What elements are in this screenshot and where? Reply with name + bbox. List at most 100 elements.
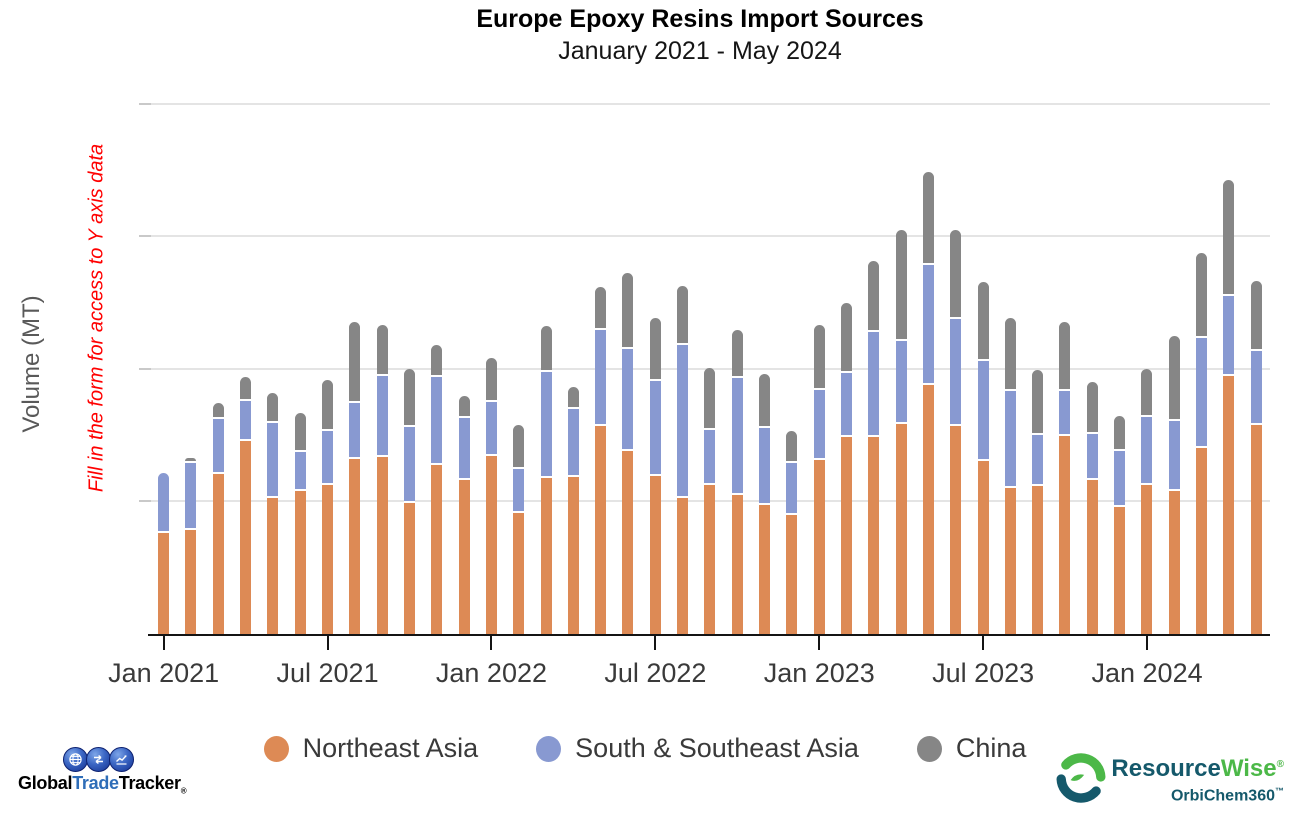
x-axis-line xyxy=(148,634,1270,636)
northeast-asia-segment xyxy=(158,531,170,635)
bar-slot xyxy=(587,95,614,635)
gridline xyxy=(143,235,1270,237)
gridline xyxy=(143,103,1270,105)
bar-mar-2024 xyxy=(1196,253,1208,635)
northeast-asia-segment xyxy=(677,496,689,635)
northeast-asia-segment xyxy=(403,501,415,635)
northeast-asia-segment xyxy=(349,457,361,635)
bar-slot xyxy=(778,95,805,635)
south-southeast-asia-segment xyxy=(158,473,170,531)
northeast-asia-segment xyxy=(240,439,252,635)
bar-aug-2021 xyxy=(349,322,361,635)
bar-may-2021 xyxy=(267,393,279,635)
bar-slot xyxy=(287,95,314,635)
northeast-asia-segment xyxy=(458,478,470,635)
bar-slot xyxy=(833,95,860,635)
china-segment xyxy=(267,393,279,421)
south-southeast-asia-segment xyxy=(376,374,388,455)
bar-slot xyxy=(1106,95,1133,635)
china-segment xyxy=(540,326,552,370)
bar-jun-2023 xyxy=(950,230,962,635)
south-southeast-asia-segment xyxy=(513,467,525,511)
bar-jan-2021 xyxy=(158,473,170,635)
x-axis-label-jul-2021: Jul 2021 xyxy=(276,658,379,688)
china-segment xyxy=(212,403,224,417)
bar-nov-2021 xyxy=(431,345,443,635)
legend-label: China xyxy=(955,733,1027,763)
bar-may-2022 xyxy=(595,287,607,635)
china-segment xyxy=(868,261,880,330)
gtt-registered-mark: ® xyxy=(180,786,187,796)
bars-container xyxy=(150,95,1270,635)
northeast-asia-segment xyxy=(376,455,388,635)
x-axis-tick xyxy=(490,636,493,650)
x-axis-label-jan-2024: Jan 2024 xyxy=(1091,658,1203,688)
x-axis-label-jul-2022: Jul 2022 xyxy=(604,658,707,688)
rw-product-text: OrbiChem360 xyxy=(1170,787,1275,805)
china-segment xyxy=(1032,370,1044,433)
bar-jan-2024 xyxy=(1141,369,1153,635)
bar-nov-2023 xyxy=(1086,382,1098,635)
south-southeast-asia-segment xyxy=(922,263,934,383)
trade-arrows-icon xyxy=(85,747,111,772)
rw-wise-text: Wise xyxy=(1220,755,1277,782)
bar-slot xyxy=(806,95,833,635)
bar-slot xyxy=(1215,95,1242,635)
china-segment xyxy=(759,374,771,426)
bar-apr-2024 xyxy=(1223,180,1235,635)
bar-slot xyxy=(997,95,1024,635)
northeast-asia-segment xyxy=(622,449,634,635)
china-segment xyxy=(622,273,634,347)
northeast-asia-segment xyxy=(1250,423,1262,635)
bar-slot xyxy=(532,95,559,635)
bar-sep-2022 xyxy=(704,368,716,635)
rw-registered-mark: ® xyxy=(1276,759,1284,770)
bar-slot xyxy=(259,95,286,635)
rw-resource-text: Resource xyxy=(1111,755,1221,782)
south-southeast-asia-segment xyxy=(1059,389,1071,434)
south-southeast-asia-segment xyxy=(567,407,579,475)
northeast-asia-segment xyxy=(868,435,880,635)
bar-jul-2021 xyxy=(322,380,334,635)
bar-slot xyxy=(205,95,232,635)
south-southeast-asia-segment xyxy=(1168,419,1180,489)
south-southeast-asia-segment xyxy=(731,376,743,493)
south-southeast-asia-segment xyxy=(322,429,334,483)
south-southeast-asia-segment xyxy=(540,370,552,476)
bar-slot xyxy=(696,95,723,635)
south-southeast-asia-segment xyxy=(786,461,798,513)
china-segment xyxy=(813,325,825,388)
bar-jul-2022 xyxy=(649,318,661,635)
bar-feb-2021 xyxy=(185,458,197,635)
globaltradetracker-icon xyxy=(18,747,178,772)
x-axis-label-jan-2022: Jan 2022 xyxy=(435,658,548,688)
bar-sep-2021 xyxy=(376,325,388,635)
china-segment xyxy=(731,330,743,376)
bar-slot xyxy=(150,95,177,635)
resourcewise-logo: ResourceWise® OrbiChem360™ xyxy=(1056,752,1284,805)
bar-slot xyxy=(396,95,423,635)
bar-slot xyxy=(369,95,396,635)
south-southeast-asia-segment xyxy=(1032,433,1044,484)
legend-label: Northeast Asia xyxy=(302,733,479,763)
south-southeast-asia-segment xyxy=(403,425,415,501)
bar-mar-2023 xyxy=(868,261,880,635)
bar-slot xyxy=(642,95,669,635)
south-southeast-asia-segment xyxy=(485,400,497,454)
y-axis-tick xyxy=(139,500,151,502)
china-segment xyxy=(349,322,361,401)
northeast-asia-segment xyxy=(294,489,306,635)
china-segment xyxy=(977,282,989,359)
northeast-asia-segment xyxy=(786,513,798,635)
china-segment xyxy=(1141,369,1153,415)
northeast-asia-segment xyxy=(977,459,989,635)
china-segment xyxy=(1250,281,1262,349)
china-segment xyxy=(950,230,962,317)
chart-subtitle: January 2021 - May 2024 xyxy=(558,37,842,65)
bar-slot xyxy=(177,95,204,635)
northeast-asia-segment xyxy=(567,475,579,635)
y-axis-tick xyxy=(139,235,151,237)
northeast-asia-segment xyxy=(322,483,334,635)
china-segment xyxy=(403,369,415,425)
